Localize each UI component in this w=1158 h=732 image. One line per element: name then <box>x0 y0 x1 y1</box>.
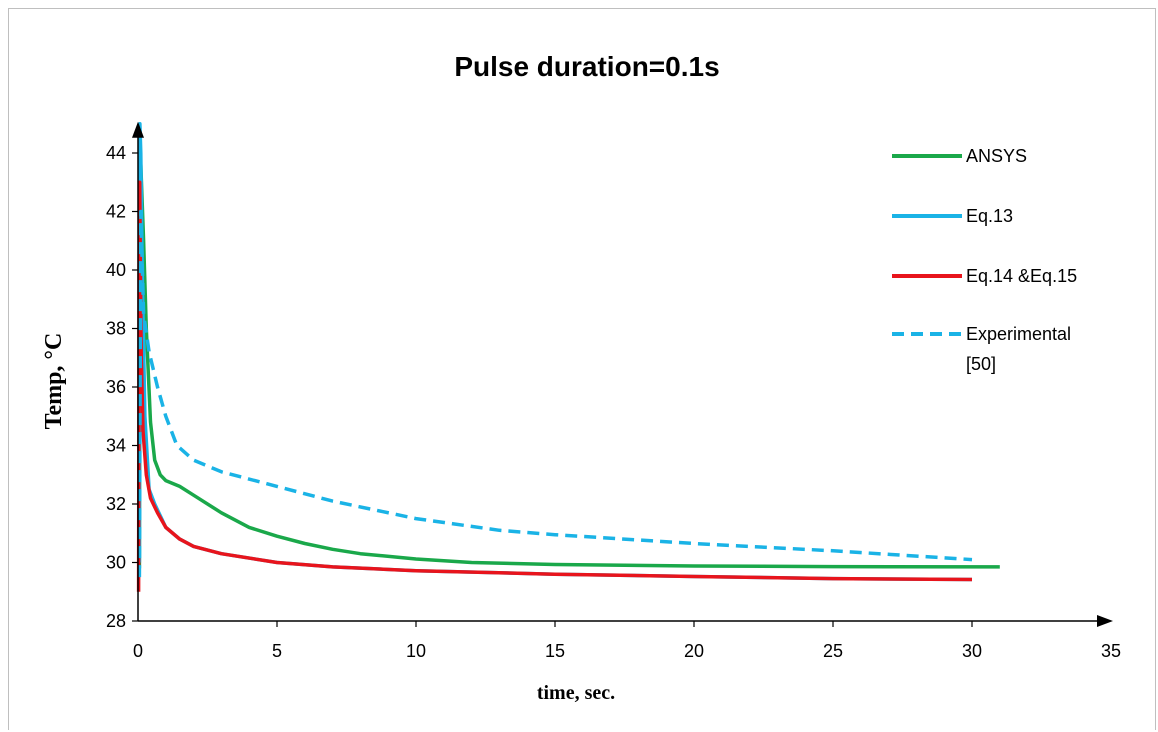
x-tick-label: 30 <box>962 641 982 661</box>
legend-label-4: Experimental [50] <box>966 324 1071 374</box>
series-layer <box>139 124 1000 592</box>
y-tick-label: 30 <box>106 553 126 573</box>
x-tick-label: 5 <box>272 641 282 661</box>
y-tick-label: 38 <box>106 319 126 339</box>
chart-title: Pulse duration=0.1s <box>454 51 719 82</box>
y-axis-label: Temp, °C <box>41 333 67 430</box>
chart-frame: Pulse duration=0.1s Temp, °C time, sec. … <box>8 8 1156 730</box>
legend: ANSYS Eq.13 Eq.14 &Eq.15 Experimental [50] <box>892 146 1077 374</box>
y-tick-label: 34 <box>106 436 126 456</box>
y-axis-arrow-icon <box>132 122 144 138</box>
series-line-1 <box>139 159 999 569</box>
legend-label-3: Eq.14 &Eq.15 <box>966 266 1077 286</box>
x-tick-label: 25 <box>823 641 843 661</box>
x-axis-arrow-icon <box>1097 615 1113 627</box>
line-chart: Pulse duration=0.1s Temp, °C time, sec. … <box>9 9 1157 731</box>
y-axis-label-group: Temp, °C <box>41 333 67 430</box>
legend-label-2: Eq.13 <box>966 206 1013 226</box>
y-axis-label-text: Temp, °C <box>41 333 67 430</box>
x-tick-label: 35 <box>1101 641 1121 661</box>
series-line-2 <box>139 124 972 580</box>
x-axis-label: time, sec. <box>537 682 615 704</box>
axes-layer <box>132 122 1113 627</box>
y-tick-label: 44 <box>106 143 126 163</box>
y-tick-label: 28 <box>106 611 126 631</box>
x-tick-label: 0 <box>133 641 143 661</box>
y-tick-label: 32 <box>106 494 126 514</box>
series-line-4 <box>139 212 972 578</box>
x-tick-label: 15 <box>545 641 565 661</box>
y-tick-label: 36 <box>106 377 126 397</box>
x-tick-label: 10 <box>406 641 426 661</box>
y-tick-label: 40 <box>106 260 126 280</box>
legend-label-1: ANSYS <box>966 146 1027 166</box>
y-tick-label: 42 <box>106 202 126 222</box>
x-tick-label: 20 <box>684 641 704 661</box>
